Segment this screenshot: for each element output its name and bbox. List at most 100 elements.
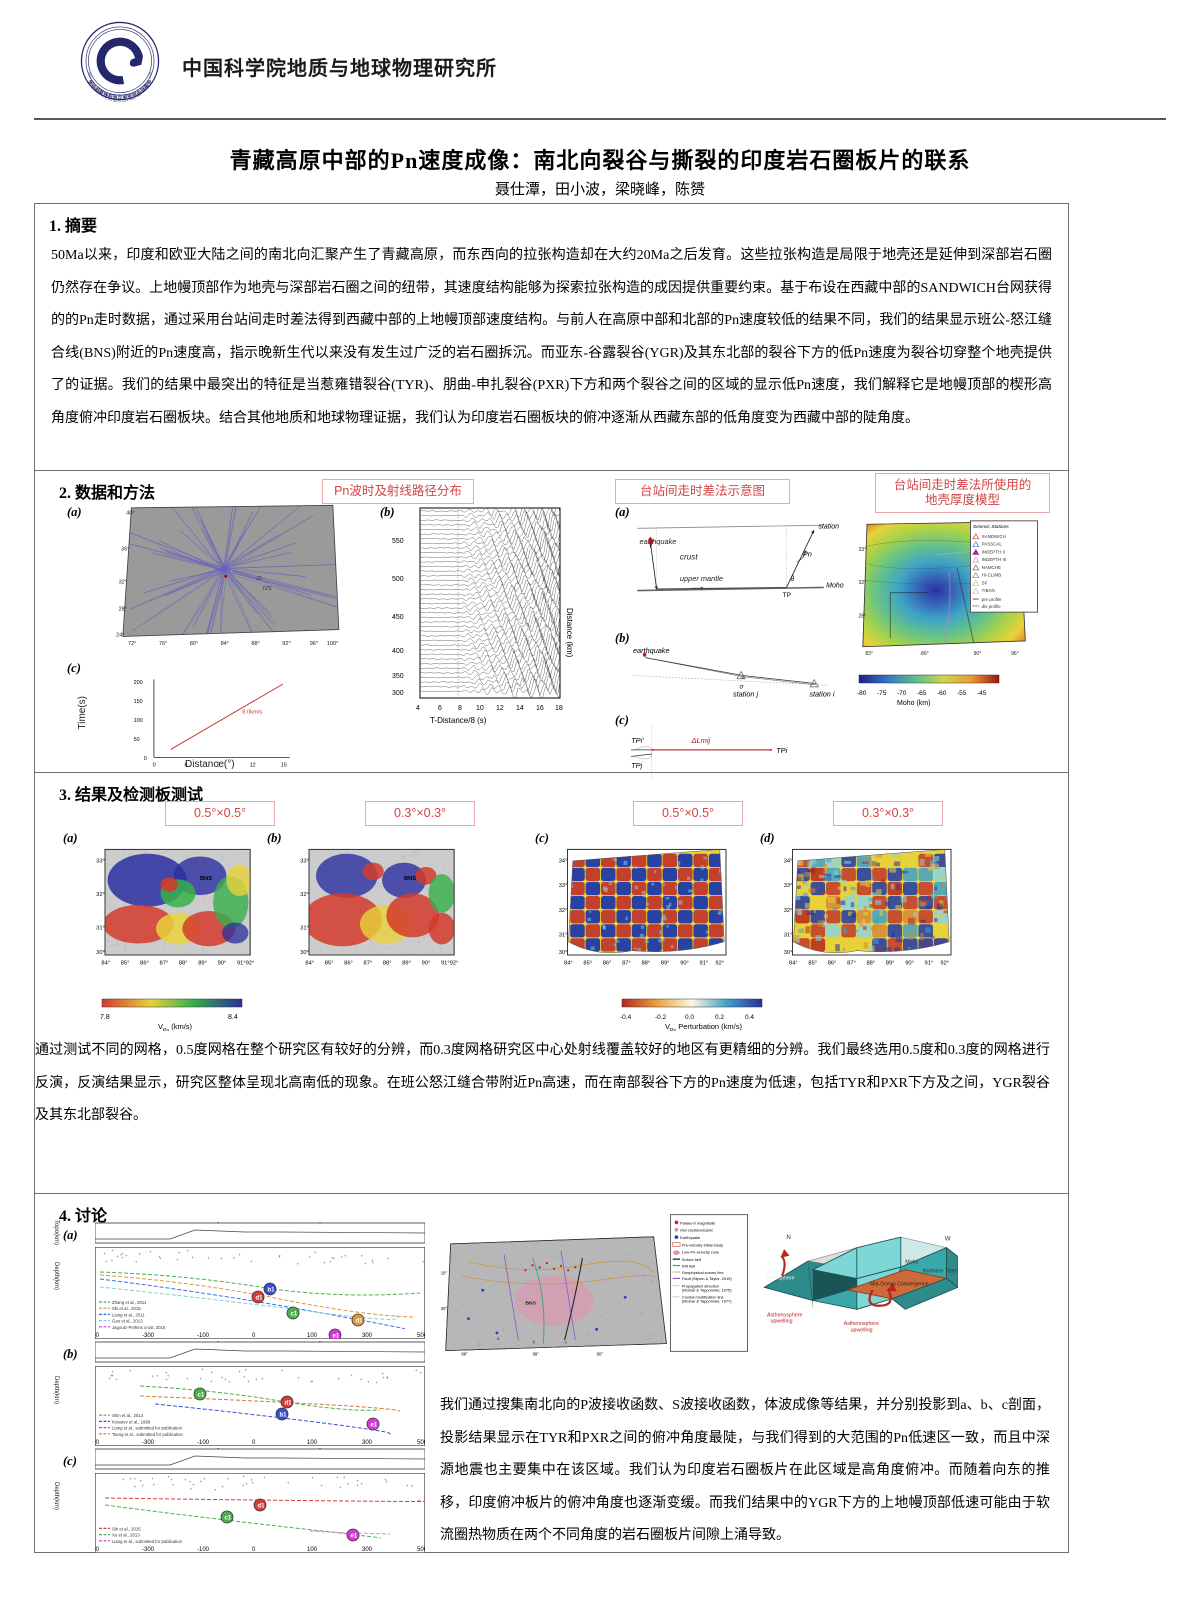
- svg-text:33°: 33°: [859, 547, 867, 553]
- svg-text:50: 50: [134, 737, 140, 743]
- svg-text:Moho: Moho: [826, 582, 844, 589]
- svg-text:HI-CLIMB: HI-CLIMB: [982, 573, 1002, 578]
- svg-text:30°: 30°: [784, 950, 793, 956]
- svg-text:91°: 91°: [237, 961, 246, 967]
- svg-text:JS: JS: [255, 576, 263, 582]
- svg-text:mid-crust&volcanic: mid-crust&volcanic: [680, 1228, 713, 1233]
- svg-text:INDEPTH II: INDEPTH II: [982, 549, 1005, 554]
- svg-text:d1: d1: [258, 1504, 266, 1510]
- svg-text:150: 150: [134, 699, 143, 705]
- svg-text:500: 500: [392, 576, 404, 583]
- svg-text:33°: 33°: [784, 883, 793, 889]
- svg-text:14: 14: [516, 705, 524, 712]
- svg-text:Gao et al., 2013: Gao et al., 2013: [112, 1319, 143, 1324]
- svg-text:Shin et al., 2014: Shin et al., 2014: [112, 1413, 144, 1418]
- svg-text:Moho: Moho: [905, 1260, 918, 1266]
- svg-text:36°: 36°: [121, 547, 129, 553]
- svg-text:8: 8: [458, 705, 462, 712]
- svg-text:32°: 32°: [859, 580, 867, 586]
- svg-text:Suture belt: Suture belt: [682, 1257, 702, 1262]
- svg-text:31°: 31°: [300, 925, 309, 931]
- svg-text:Pn: Pn: [803, 549, 812, 558]
- svg-text:200: 200: [134, 680, 143, 686]
- svg-text:30°: 30°: [96, 950, 105, 956]
- svg-text:-100: -100: [197, 1440, 210, 1446]
- svg-text:Zhang et al., 2011: Zhang et al., 2011: [112, 1300, 147, 1305]
- svg-text:300: 300: [392, 690, 404, 697]
- svg-text:Kosarev et al., 1999: Kosarev et al., 1999: [112, 1419, 151, 1424]
- svg-text:24°: 24°: [116, 632, 124, 638]
- svg-text:28°: 28°: [441, 1306, 448, 1311]
- svg-text:-500: -500: [95, 1440, 100, 1446]
- svg-text:θ: θ: [790, 576, 794, 583]
- svg-text:76°: 76°: [159, 641, 167, 647]
- svg-text:34°: 34°: [784, 859, 793, 865]
- svg-text:6: 6: [438, 705, 442, 712]
- svg-text:88°: 88°: [179, 961, 188, 967]
- svg-text:10: 10: [476, 705, 484, 712]
- svg-text:0.4: 0.4: [745, 1014, 754, 1021]
- svg-text:92°: 92°: [715, 961, 724, 967]
- svg-text:-300: -300: [142, 1547, 155, 1553]
- svg-text:Earthquake: Earthquake: [680, 1235, 701, 1240]
- svg-text:d1: d1: [285, 1401, 293, 1407]
- svg-text:Fault (Styron & Taylor, 2015): Fault (Styron & Taylor, 2015): [682, 1276, 733, 1281]
- svg-text:30°: 30°: [300, 950, 309, 956]
- svg-text:28°: 28°: [119, 607, 127, 613]
- svg-text:85°: 85°: [325, 961, 334, 967]
- svg-text:33°: 33°: [300, 859, 309, 865]
- svg-text:92°: 92°: [940, 961, 949, 967]
- svg-text:33°: 33°: [559, 883, 568, 889]
- svg-text:96°: 96°: [1011, 651, 1019, 657]
- svg-text:b1: b1: [280, 1413, 288, 1419]
- svg-text:pre profile: pre profile: [982, 597, 1002, 602]
- svg-text:d1: d1: [356, 1319, 364, 1325]
- svg-text:92°: 92°: [450, 961, 459, 967]
- svg-text:-45: -45: [977, 690, 987, 697]
- svg-text:-75: -75: [877, 690, 887, 697]
- svg-text:d1: d1: [256, 1296, 264, 1302]
- svg-text:c1: c1: [225, 1516, 232, 1522]
- svg-text:N: N: [786, 1234, 790, 1241]
- svg-text:TPi': TPi': [631, 736, 644, 745]
- svg-text:90°: 90°: [597, 1352, 604, 1357]
- svg-text:18: 18: [555, 705, 563, 712]
- svg-text:Rift belt: Rift belt: [682, 1263, 696, 1268]
- svg-text:88°: 88°: [383, 961, 392, 967]
- svg-text:18°: 18°: [441, 1270, 448, 1275]
- svg-text:India: India: [767, 1268, 778, 1274]
- svg-text:32°: 32°: [559, 908, 568, 914]
- svg-text:BNS: BNS: [200, 876, 212, 882]
- svg-text:-500: -500: [95, 1547, 100, 1553]
- svg-text:earthquake: earthquake: [640, 537, 677, 546]
- svg-text:32°: 32°: [119, 579, 127, 585]
- svg-text:c1: c1: [291, 1312, 298, 1318]
- svg-text:30°: 30°: [559, 950, 568, 956]
- svg-text:VPn Perturbation (km/s): VPn Perturbation (km/s): [665, 1022, 742, 1031]
- svg-text:dis profile: dis profile: [982, 604, 1002, 609]
- svg-text:-0.2: -0.2: [655, 1014, 667, 1021]
- svg-text:86°: 86°: [344, 961, 353, 967]
- svg-text:Low-Pn-velocity zone: Low-Pn-velocity zone: [682, 1250, 720, 1255]
- svg-text:100: 100: [307, 1440, 318, 1446]
- svg-text:12: 12: [250, 762, 256, 768]
- svg-text:Asthenosphere: Asthenosphere: [844, 1321, 879, 1327]
- svg-text:32°: 32°: [96, 892, 105, 898]
- svg-text:33°: 33°: [96, 859, 105, 865]
- svg-text:-100: -100: [197, 1333, 210, 1339]
- svg-text:-300: -300: [142, 1333, 155, 1339]
- svg-text:88°: 88°: [461, 1352, 468, 1357]
- svg-text:90°: 90°: [680, 961, 689, 967]
- svg-text:ΔLmij: ΔLmij: [691, 736, 711, 745]
- svg-text:0: 0: [144, 756, 147, 762]
- svg-text:7.8: 7.8: [100, 1014, 110, 1021]
- svg-text:Distance (km): Distance (km): [565, 608, 574, 658]
- svg-text:91°: 91°: [700, 961, 709, 967]
- svg-text:96°: 96°: [310, 641, 318, 647]
- svg-text:e1: e1: [333, 1334, 340, 1340]
- svg-text:8.4: 8.4: [228, 1014, 238, 1021]
- svg-text:400: 400: [392, 648, 404, 655]
- svg-text:-80: -80: [857, 690, 867, 697]
- svg-text:Liang et al., submitted for pu: Liang et al., submitted for publication: [112, 1426, 183, 1431]
- svg-text:Mid-Ocean Convergence: Mid-Ocean Convergence: [870, 1282, 929, 1288]
